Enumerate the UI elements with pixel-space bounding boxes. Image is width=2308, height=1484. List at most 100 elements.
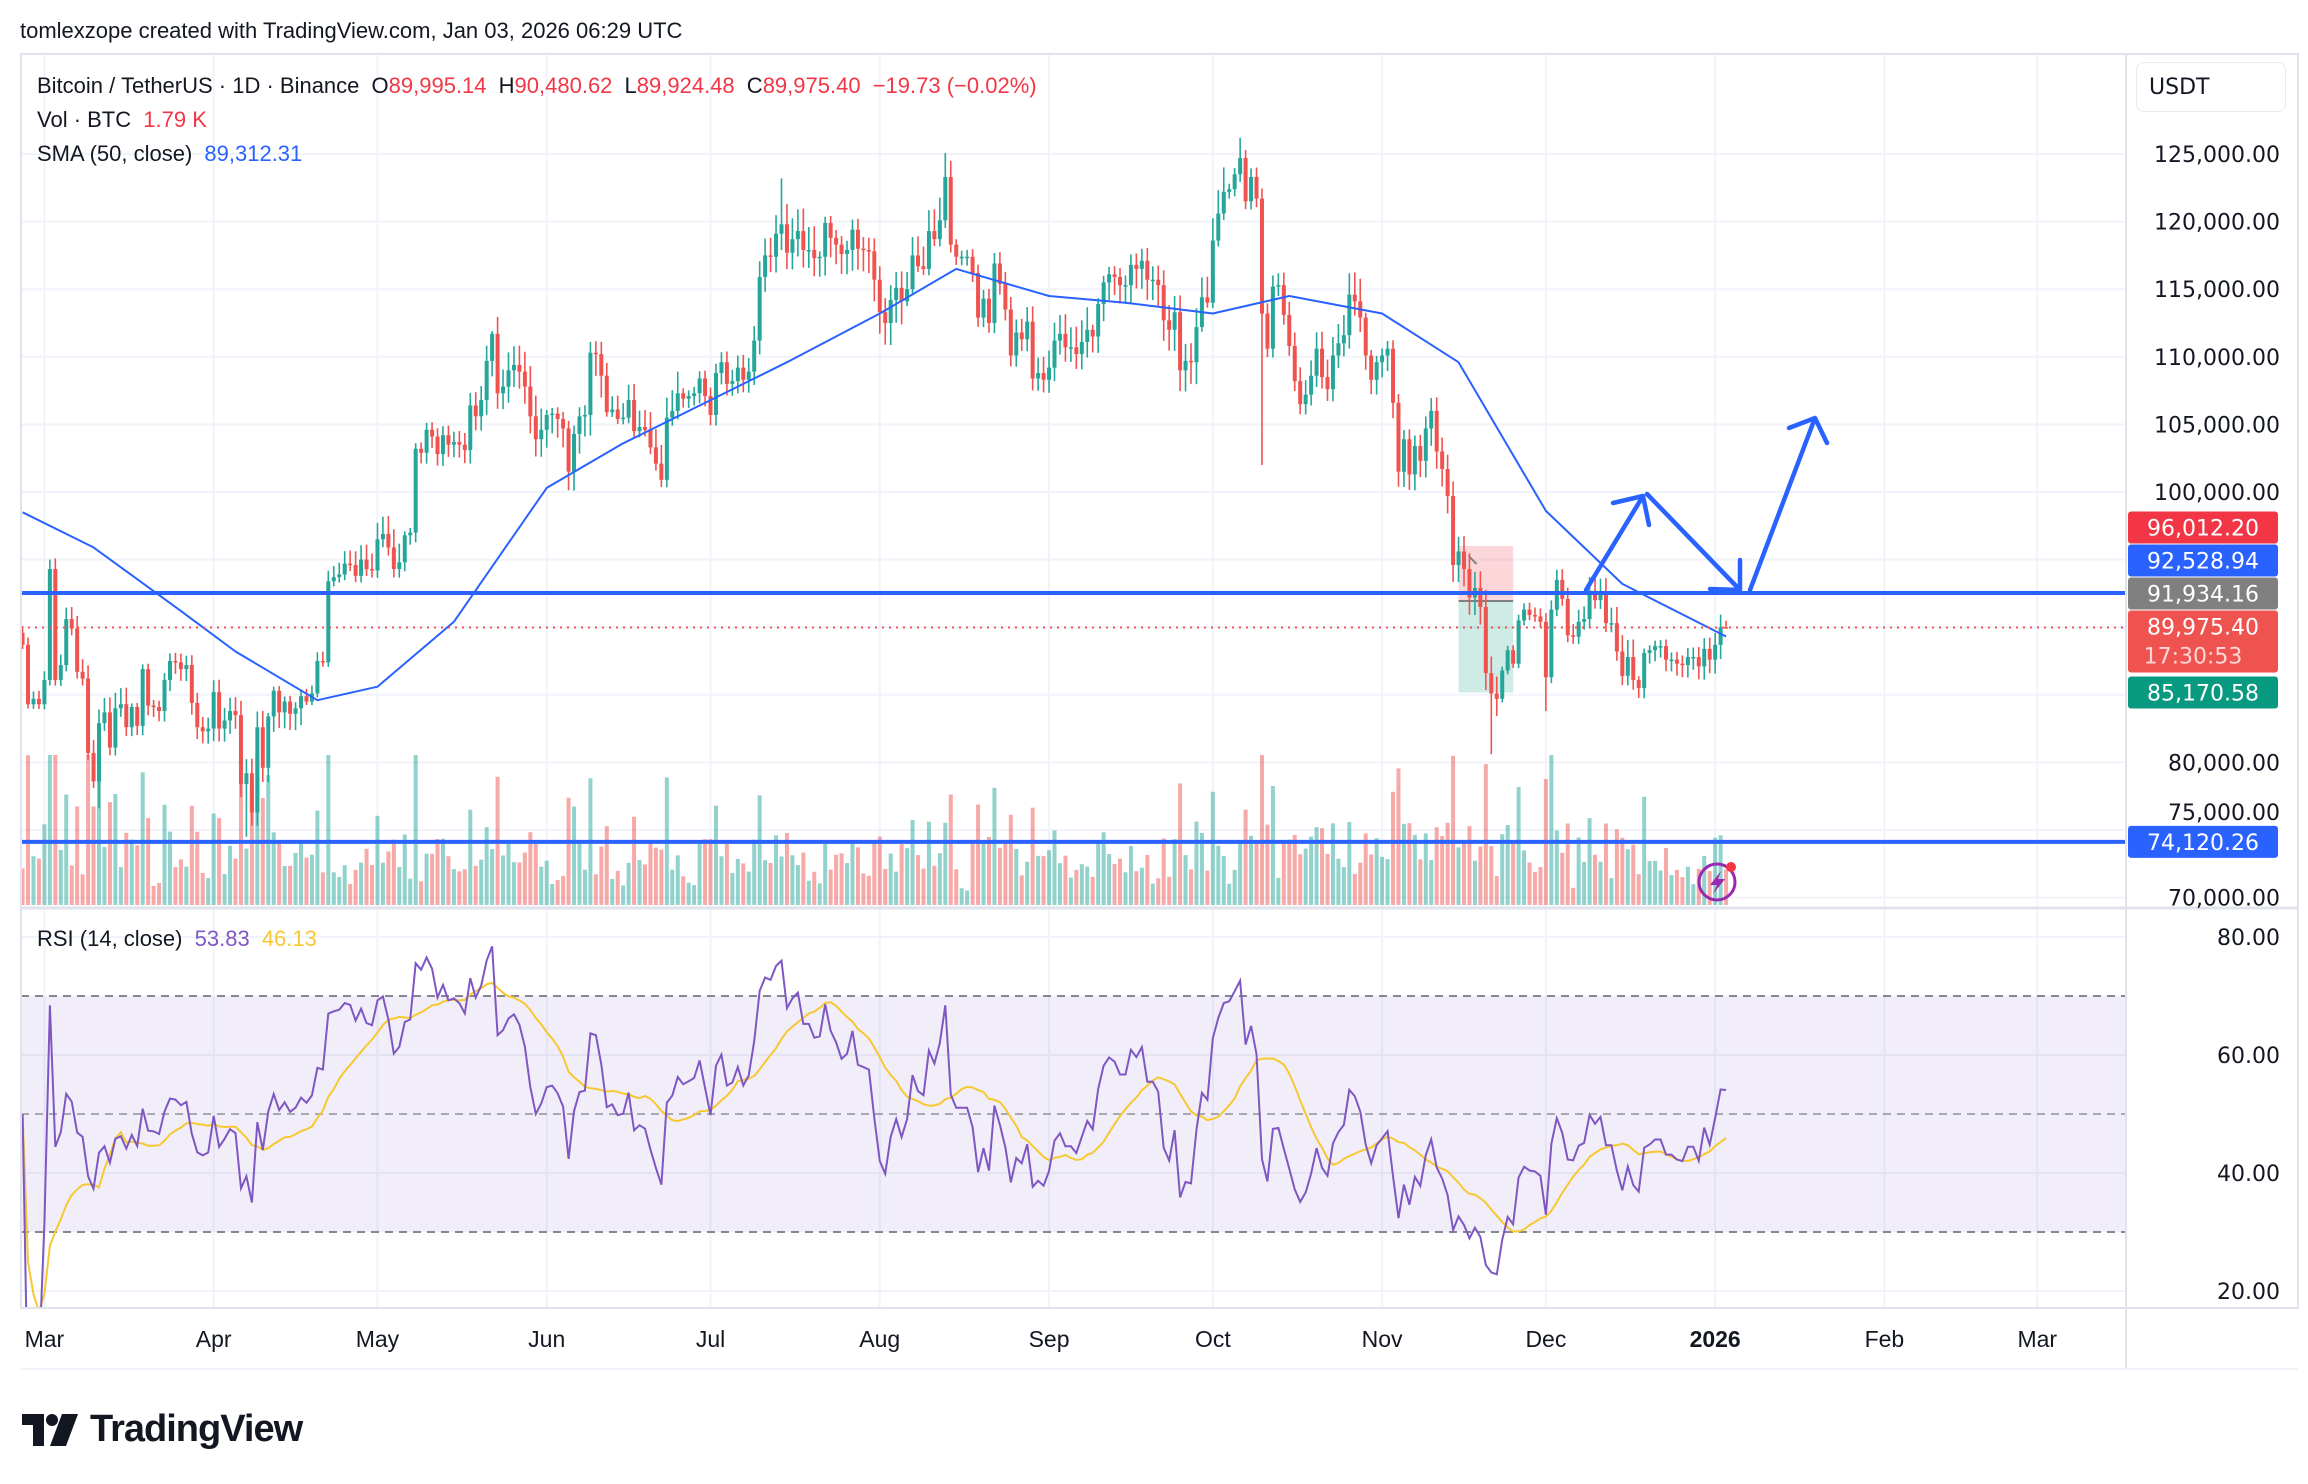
- price-label-last-price[interactable]: 89,975.40 17:30:53: [2128, 610, 2278, 673]
- arrow-drawing: [1747, 415, 1830, 593]
- pane-frame: [20, 53, 2299, 1370]
- price-label-position-target[interactable]: 85,170.58: [2128, 676, 2278, 709]
- volume-bar: [517, 862, 522, 905]
- volume-bar: [1582, 861, 1587, 905]
- candle-body: [1724, 627, 1729, 629]
- candle-body: [582, 414, 587, 417]
- lightning-alert-icon[interactable]: [1697, 862, 1737, 902]
- volume-bar: [47, 755, 52, 905]
- price-label-value: 92,528.94: [2147, 550, 2259, 575]
- volume-bar: [1631, 844, 1636, 905]
- candle-body: [1396, 402, 1401, 472]
- time-tick-label: May: [356, 1326, 400, 1352]
- sma-label: SMA (50, close): [37, 141, 193, 166]
- candle-body: [495, 333, 500, 394]
- candle-body: [380, 533, 385, 540]
- volume-bar: [1576, 837, 1581, 905]
- volume-bar: [21, 868, 25, 905]
- time-tick-label: Dec: [1525, 1326, 1566, 1352]
- candle-body: [1003, 283, 1008, 310]
- volume-legend[interactable]: Vol · BTC 1.79 K: [37, 107, 213, 133]
- candle-body: [1347, 294, 1352, 336]
- volume-bar: [184, 866, 189, 905]
- rsi-tick-label: 20.00: [2217, 1280, 2280, 1305]
- volume-bar: [1625, 849, 1630, 905]
- candle-body: [1478, 587, 1483, 607]
- candle-body: [1532, 615, 1537, 617]
- candle-body: [572, 433, 577, 472]
- candle-body: [626, 400, 631, 418]
- volume-bar: [1522, 850, 1527, 905]
- volume-bar: [118, 867, 123, 905]
- price-pane[interactable]: [21, 137, 2126, 905]
- volume-bar: [1189, 869, 1193, 905]
- volume-bar: [331, 872, 336, 905]
- rsi-pane[interactable]: [21, 945, 2126, 1409]
- rsi-value: 53.83: [194, 926, 250, 951]
- candle-body: [528, 386, 533, 417]
- volume-bar: [200, 872, 205, 905]
- volume-bar: [1472, 860, 1477, 905]
- price-label-horizontal-line[interactable]: 74,120.26: [2128, 825, 2278, 858]
- rsi-legend[interactable]: RSI (14, close) 53.83 46.13: [37, 926, 323, 952]
- candle-body: [1713, 644, 1718, 660]
- candle-body: [1412, 446, 1417, 475]
- price-label-position-entry[interactable]: 91,934.16: [2128, 577, 2278, 610]
- volume-bar: [1380, 856, 1385, 905]
- volume-bar: [1462, 842, 1466, 905]
- tradingview-logo[interactable]: TradingView: [22, 1408, 303, 1451]
- candle-body: [790, 239, 795, 253]
- candle-body: [430, 429, 435, 437]
- price-tick-label: 115,000.00: [2154, 278, 2280, 303]
- candle-body: [1451, 496, 1456, 566]
- candle-body: [1363, 317, 1368, 356]
- candle-body: [75, 628, 80, 672]
- volume-bar: [812, 871, 817, 905]
- symbol-legend[interactable]: Bitcoin / TetherUS · 1D · Binance O89,99…: [37, 73, 1043, 99]
- horizontal-lines[interactable]: [21, 591, 2126, 844]
- candle-body: [1647, 650, 1652, 653]
- sma-legend[interactable]: SMA (50, close) 89,312.31: [37, 141, 308, 167]
- candle-body: [872, 251, 877, 280]
- rsi-line: [21, 945, 1727, 1308]
- candle-body: [1374, 362, 1379, 380]
- candle-body: [391, 547, 396, 570]
- candle-body: [1330, 355, 1335, 390]
- candle-body: [954, 244, 959, 257]
- hand-drawn-arrows[interactable]: [1583, 415, 1830, 593]
- volume-bar: [948, 794, 953, 905]
- price-label-position-stop[interactable]: 96,012.20: [2128, 511, 2278, 544]
- volume-bar: [1565, 823, 1570, 905]
- volume-bar: [724, 842, 729, 905]
- volume-bar: [626, 862, 631, 905]
- volume-bar: [1019, 875, 1024, 905]
- candle-body: [1052, 340, 1057, 368]
- candle-body: [440, 435, 445, 455]
- price-label-horizontal-line[interactable]: 92,528.94: [2128, 544, 2278, 577]
- volume-bar: [855, 847, 860, 905]
- volume-bar: [1358, 862, 1363, 905]
- candle-body: [1205, 297, 1210, 303]
- rsi-ma-value: 46.13: [261, 926, 317, 951]
- candle-body: [1221, 191, 1226, 214]
- sma-50-line: [22, 267, 1727, 702]
- volume-bar: [359, 862, 364, 905]
- price-axis[interactable]: 125,000.00 120,000.00 115,000.00 110,000.00…: [2128, 143, 2280, 912]
- time-axis[interactable]: Mar Apr May Jun Jul Aug Sep Oct Nov Dec 2026 Feb Mar: [25, 1326, 2058, 1352]
- currency-selector[interactable]: USDT: [2136, 62, 2286, 112]
- candle-body: [1101, 282, 1106, 305]
- volume-bar: [370, 864, 374, 905]
- volume-bar: [752, 839, 757, 905]
- grid-lines: [21, 54, 2126, 1308]
- rsi-axis[interactable]: 80.00 60.00 40.00 20.00: [2217, 926, 2280, 1305]
- volume-bar: [730, 872, 735, 905]
- volume-bar: [244, 848, 249, 905]
- price-label-value: 96,012.20: [2147, 517, 2259, 542]
- volume-bar: [271, 832, 276, 905]
- volume-bar: [637, 860, 642, 905]
- candle-body: [413, 448, 418, 533]
- volume-bar: [1112, 863, 1117, 905]
- candle-body: [1320, 348, 1325, 378]
- candle-body: [741, 367, 746, 380]
